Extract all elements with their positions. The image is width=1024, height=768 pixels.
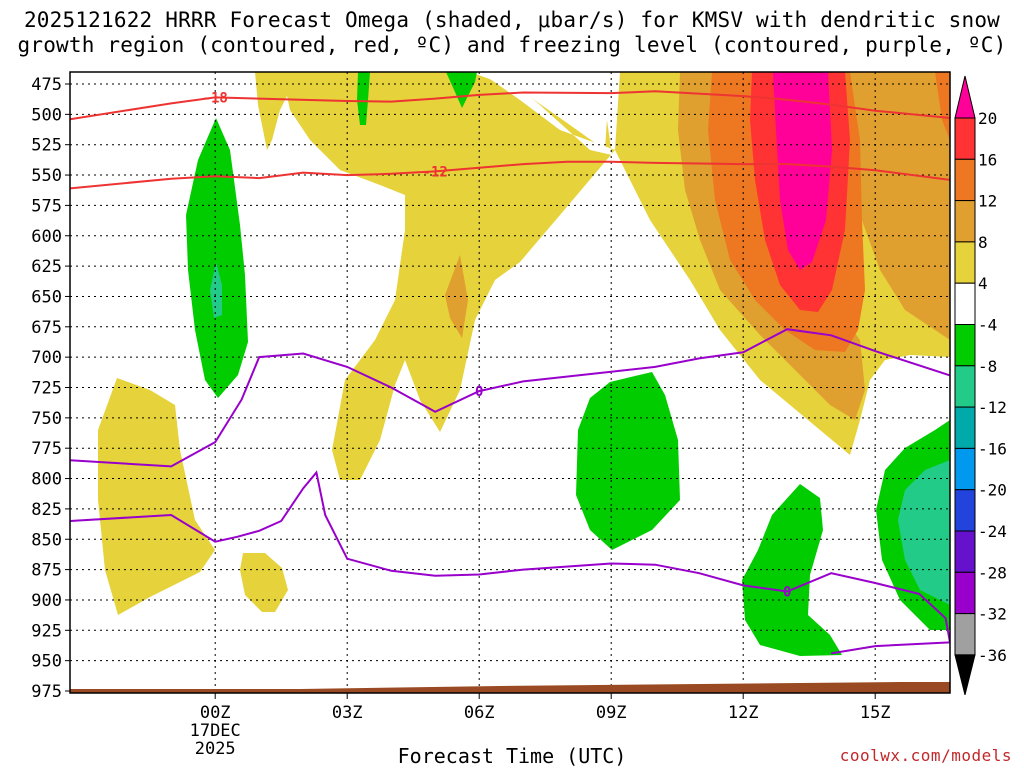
colorbar-label--16: -16 [978,439,1007,458]
omega-teal-left [210,262,222,318]
y-tick-label-525: 525 [31,136,62,156]
colorbar-band-12 [954,571,976,615]
y-tick-label-825: 825 [31,500,62,520]
colorbar-band-1 [954,117,976,160]
colorbar: 20 16 12 8 4 -4 -8 -12 -16 -20 -24 -28 -32 -36 [954,75,1007,696]
y-tick-label-975: 975 [31,682,62,702]
colorbar-label-12: 12 [978,192,997,211]
y-tick-label-875: 875 [31,561,62,581]
omega-green-thin-top [357,72,370,125]
freezing-contour-1 [70,470,950,655]
y-tick-label-550: 550 [31,166,62,186]
colorbar-band-5 [954,282,976,326]
x-axis-title: Forecast Time (UTC) [397,744,627,768]
y-axis: 475 500 525 550 575 600 625 650 675 700 725 750 775 8… [31,75,70,702]
colorbar-band-8 [954,406,976,449]
y-tick-label-625: 625 [31,257,62,277]
y-tick-label-675: 675 [31,318,62,338]
y-tick-label-475: 475 [31,75,62,95]
y-tick-label-575: 575 [31,196,62,216]
colorbar-label--4: -4 [978,316,997,335]
contour-lines [70,90,950,655]
contour-labels: -18 -12 0 0 [203,90,792,600]
y-tick-label-925: 925 [31,621,62,641]
terrain [70,682,950,693]
y-tick-label-750: 750 [31,409,62,429]
y-tick-label-650: 650 [31,287,62,307]
dgz-contour-1 [70,160,950,190]
y-tick-label-775: 775 [31,439,62,459]
x-tick-year: 2025 [195,739,236,759]
colorbar-label--20: -20 [978,481,1007,500]
x-tick-label-15Z: 15Z [860,703,891,723]
omega-yellow-low-patch [240,553,288,612]
x-tick-date: 17DEC [190,721,241,741]
colorbar-label-20: 20 [978,109,997,128]
colorbar-band-7 [954,365,976,408]
omega-yellow-top-left [255,72,298,150]
omega-magenta [773,72,832,270]
y-tick-label-850: 850 [31,530,62,550]
freezing-contour-1-label: 0 [783,584,791,600]
omega-orange-light-small [445,255,468,338]
colorbar-label--28: -28 [978,563,1007,582]
chart-title-line-2: growth region (contoured, red, ºC) and f… [17,33,1007,57]
colorbar-band-6 [954,324,976,367]
colorbar-arrow-top [954,75,976,119]
omega-shading [98,72,950,656]
omega-green-left [186,118,248,398]
y-tick-label-700: 700 [31,348,62,368]
colorbar-label--32: -32 [978,605,1007,624]
omega-green-top-mid [446,72,477,108]
x-tick-label-06Z: 06Z [464,703,495,723]
y-tick-label-500: 500 [31,105,62,125]
colorbar-label--8: -8 [978,357,997,376]
credit-text: coolwx.com/models [839,746,1012,765]
colorbar-label-4: 4 [978,274,988,293]
freezing-contour-0 [70,328,950,468]
colorbar-band-3 [954,200,976,243]
colorbar-band-11 [954,530,976,573]
omega-green-lower [742,484,842,656]
x-tick-label-00Z: 00Z [200,703,231,723]
dgz-contour-0-label: -18 [203,90,228,106]
colorbar-label-8: 8 [978,233,988,252]
y-tick-label-950: 950 [31,652,62,672]
colorbar-label--12: -12 [978,398,1007,417]
omega-white-gap-top [470,72,610,150]
dgz-contour-1-label: -12 [423,164,448,180]
dgz-contour-0 [70,90,950,121]
colorbar-band-2 [954,158,976,202]
chart-title-line-1: 2025121622 HRRR Forecast Omega (shaded, … [23,8,1001,32]
omega-yellow-left-lobe [98,378,215,615]
colorbar-arrow-bottom [954,654,976,696]
x-tick-label-03Z: 03Z [332,703,363,723]
y-tick-label-600: 600 [31,227,62,247]
colorbar-label--24: -24 [978,522,1007,541]
plot-frame [69,71,951,694]
y-tick-label-900: 900 [31,591,62,611]
omega-white-pocket [468,72,620,155]
omega-teal-right [898,460,950,605]
omega-orange-edge [935,72,950,140]
colorbar-band-10 [954,489,976,532]
y-tick-label-800: 800 [31,470,62,490]
omega-green-mid [576,372,680,550]
colorbar-label-16: 16 [978,150,997,169]
chart-title: 2025121622 HRRR Forecast Omega (shaded, … [0,8,1024,58]
y-tick-label-725: 725 [31,379,62,399]
freezing-contour-0-label: 0 [475,384,483,400]
colorbar-band-13 [954,613,976,656]
x-tick-label-09Z: 09Z [596,703,627,723]
colorbar-band-9 [954,447,976,491]
colorbar-label--36: -36 [978,646,1007,665]
x-tick-label-12Z: 12Z [728,703,759,723]
colorbar-band-4 [954,241,976,284]
